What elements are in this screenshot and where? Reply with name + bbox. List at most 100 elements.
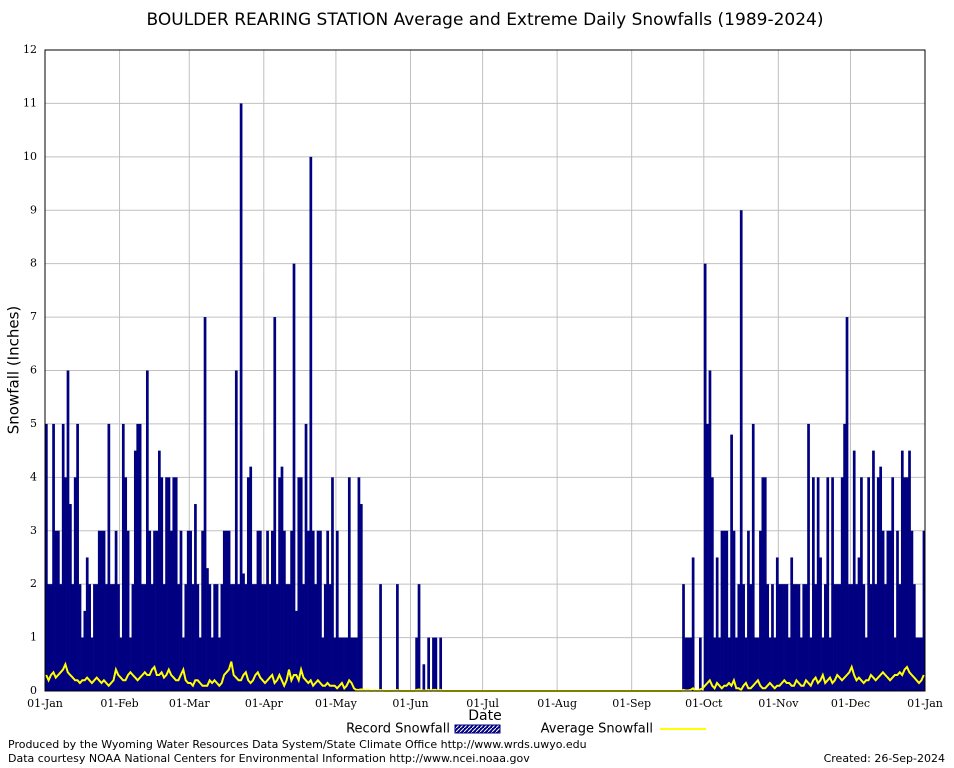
y-tick-label: 11 [23,96,37,109]
legend-label: Average Snowfall [541,722,653,737]
bar [888,530,892,691]
y-tick-label: 9 [30,203,37,216]
x-tick-label: 01-Feb [100,697,138,710]
bar [689,637,693,691]
bar [133,450,137,691]
bar [83,610,87,691]
bar [862,584,866,691]
bar [136,423,140,691]
bar [903,477,907,691]
bar [886,530,890,691]
bar [763,477,767,691]
bar [754,637,757,691]
x-tick-label: 01-Dec [831,697,870,710]
bar [66,370,70,691]
bar [198,637,202,691]
bar [158,450,161,691]
bar [263,584,267,691]
bar [225,530,229,691]
bar [427,637,430,691]
bar [876,477,880,691]
bar [857,557,861,691]
bar [684,637,688,691]
bar [780,584,784,691]
bar [52,423,55,691]
bar [864,637,868,691]
bar [867,477,870,691]
bar [299,477,303,691]
bar [807,423,810,691]
bar [357,477,361,691]
bar [268,584,272,691]
bar [81,637,84,691]
bar [824,584,827,691]
bar [234,370,238,691]
bar [737,584,741,691]
bar [160,477,164,691]
bar [57,530,60,691]
bar [826,477,830,691]
bar [54,530,58,691]
bar [333,637,337,691]
bar [898,584,902,691]
bar [417,584,421,691]
bar [249,466,253,691]
bar [64,477,67,691]
bar [723,530,726,691]
bar [246,477,250,691]
bar [222,530,226,691]
bar [271,530,274,691]
bar [814,584,818,691]
bar [768,637,772,691]
bar [819,557,822,691]
y-tick-label: 5 [30,417,37,430]
y-tick-label: 1 [30,631,37,644]
y-tick-label: 2 [30,577,37,590]
bar [874,584,878,691]
bar [172,477,176,691]
bar [869,584,873,691]
bar [771,584,774,691]
bar [179,530,183,691]
bar [189,530,192,691]
bar [811,477,815,691]
bar [155,530,159,691]
bar [49,584,53,691]
bar [150,584,154,691]
bar [167,477,171,691]
bar [203,317,207,691]
bar [153,530,156,691]
bar [145,370,149,691]
bar [908,450,911,691]
bar [706,423,709,691]
bar [69,504,72,691]
bar [682,584,685,691]
bar [182,637,185,691]
bar [71,584,75,691]
bar [174,477,178,691]
bar [747,530,750,691]
bar [848,584,851,691]
bar [85,557,89,691]
bar [415,637,418,691]
bar [879,466,883,691]
bar [112,584,116,691]
bar [321,637,325,691]
bar [759,530,762,691]
bar [795,584,798,691]
bar [711,477,714,691]
bar [280,466,284,691]
bar [210,637,214,691]
bar [244,584,248,691]
bar [278,477,281,691]
bar [359,504,363,691]
bar [828,637,832,691]
x-tick-label: 01-Sep [612,697,651,710]
bar [258,530,262,691]
bar [78,584,82,691]
bar [162,584,166,691]
bar [891,477,895,691]
bar [61,423,65,691]
bar [97,530,101,691]
bar [855,584,858,691]
